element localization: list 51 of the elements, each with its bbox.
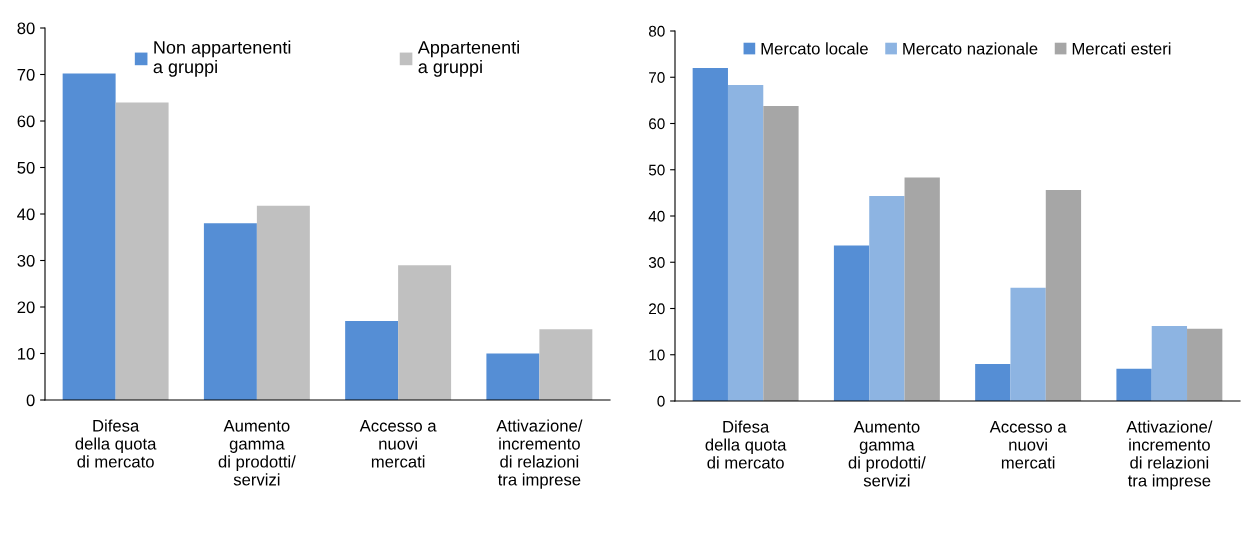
x-tick-label: Accesso a nuovi mercati [359,420,437,468]
bar [345,320,399,400]
bar [203,223,257,400]
bar [486,353,540,400]
x-tick-label: Accesso a nuovi mercati [989,421,1067,469]
y-tick-label: 20 [17,301,35,314]
y-tick-label: 50 [17,161,35,174]
bar [115,102,169,400]
bar [1151,326,1188,401]
y-tick-label: 10 [649,349,665,361]
bar [1010,287,1046,401]
y-tick-label: 30 [648,257,665,268]
bar [1045,190,1082,401]
bar [975,364,1011,401]
x-tick-label: Aumento gamma di prodotti/ servizi [848,421,926,487]
bar [1116,368,1152,401]
bar [398,265,452,400]
y-tick-label: 10 [18,347,35,360]
bar [256,205,310,400]
y-tick-label: 70 [649,72,665,83]
x-tick-label: Difesa della quota di mercato [75,419,157,468]
legend-label: Mercato nazionale [903,42,1038,55]
y-tick-label: 50 [648,164,665,176]
y-tick-label: 80 [17,22,35,35]
bar [833,245,870,401]
y-tick-label: 40 [648,210,665,222]
x-tick-label: Aumento gamma di prodotti/ servizi [218,420,296,486]
y-tick-label: 0 [26,394,35,407]
x-tick-label: Difesa della quota di mercato [705,420,787,469]
bar [904,177,940,401]
y-tick-label: 40 [17,208,35,221]
y-tick-label: 20 [649,303,665,315]
legend-label: Mercati esteri [1072,42,1171,55]
bar [692,68,728,401]
bar [869,196,905,401]
bar [1187,328,1223,401]
x-tick-label: Attivazione/ incremento di relazioni tra imprese [496,419,583,489]
x-tick-label: Attivazione/ incremento di relazioni tra imprese [1126,420,1213,490]
y-tick-label: 80 [648,25,665,37]
legend-label: Mercato locale [761,42,868,55]
y-tick-label: 70 [17,68,35,81]
bar [539,329,593,400]
y-tick-label: 60 [649,118,665,130]
legend-label: Non appartenenti a gruppi [153,40,291,77]
legend-label: Appartenenti a gruppi [417,40,519,77]
bar [727,85,764,401]
y-tick-label: 0 [657,395,665,407]
y-tick-label: 60 [17,115,35,128]
bar [763,105,799,401]
y-tick-label: 30 [17,254,35,267]
bar [62,73,116,400]
